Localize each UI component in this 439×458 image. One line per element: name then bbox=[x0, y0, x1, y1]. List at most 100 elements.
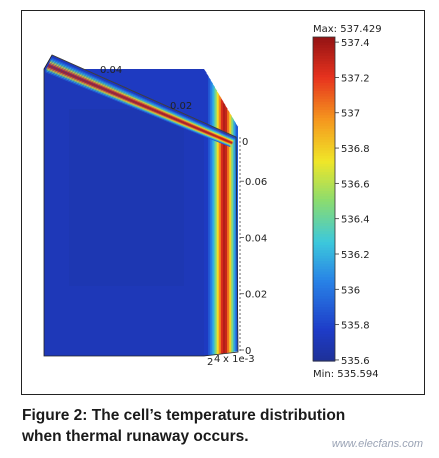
colorbar-band bbox=[313, 158, 335, 162]
colorbar-tick-label: 536.2 bbox=[341, 250, 370, 261]
colorbar-band bbox=[313, 250, 335, 254]
colorbar-band bbox=[313, 188, 335, 192]
colorbar-band bbox=[313, 217, 335, 222]
colorbar-band bbox=[313, 142, 335, 146]
colorbar-band bbox=[313, 242, 335, 246]
colorbar-band bbox=[313, 37, 335, 41]
height-tick-label: 0.04 bbox=[245, 233, 267, 244]
side-stripe bbox=[214, 87, 217, 355]
colorbar-band bbox=[313, 182, 335, 187]
colorbar-tick-label: 536.4 bbox=[341, 215, 370, 226]
thickness-tick-label: 4 bbox=[214, 354, 220, 365]
colorbar-band bbox=[313, 244, 335, 249]
depth-tick-label: 0.02 bbox=[170, 101, 192, 112]
colorbar-band bbox=[313, 320, 335, 324]
colorbar-band bbox=[313, 96, 335, 100]
colorbar-band bbox=[313, 42, 335, 46]
colorbar-band bbox=[313, 301, 335, 305]
colorbar-band bbox=[313, 352, 335, 357]
colorbar-band bbox=[313, 342, 335, 346]
colorbar-band bbox=[313, 207, 335, 211]
top-stripe bbox=[48, 63, 234, 144]
colorbar-band bbox=[313, 155, 335, 160]
colorbar-band bbox=[313, 231, 335, 235]
colorbar-band bbox=[313, 234, 335, 238]
colorbar-band bbox=[313, 239, 335, 243]
colorbar-band bbox=[313, 190, 335, 195]
colorbar-band bbox=[313, 174, 335, 178]
battery-cell bbox=[43, 54, 239, 357]
colorbar-band bbox=[313, 180, 335, 184]
colorbar-band bbox=[313, 258, 335, 262]
colorbar-band bbox=[313, 204, 335, 208]
figure-caption: Figure 2: The cell’s temperature distrib… bbox=[22, 405, 422, 447]
colorbar-band bbox=[313, 358, 335, 362]
colorbar-band bbox=[313, 266, 335, 270]
colorbar-band bbox=[313, 304, 335, 308]
caption-line-1: Figure 2: The cell’s temperature distrib… bbox=[22, 407, 346, 424]
colorbar-band bbox=[313, 55, 335, 60]
colorbar-band bbox=[313, 93, 335, 97]
colorbar-band bbox=[313, 145, 335, 149]
side-stripe bbox=[204, 69, 207, 356]
colorbar-band bbox=[313, 290, 335, 295]
colorbar-band bbox=[313, 336, 335, 340]
side-stripe bbox=[218, 94, 222, 354]
colorbar-band bbox=[313, 271, 335, 276]
side-stripe bbox=[231, 115, 234, 353]
side-stripe bbox=[225, 105, 228, 353]
colorbar-band bbox=[313, 247, 335, 251]
colorbar-band bbox=[313, 139, 335, 143]
colorbar-tick-label: 537.4 bbox=[341, 38, 370, 49]
height-tick-label: 0.06 bbox=[245, 177, 267, 188]
thickness-tick-label: x 1e-3 bbox=[223, 354, 255, 365]
colorbar-band bbox=[313, 236, 335, 241]
colorbar-band bbox=[313, 193, 335, 197]
height-tick-label: 0 bbox=[245, 346, 251, 357]
colorbar-band bbox=[313, 263, 335, 268]
colorbar-tick-label: 536.8 bbox=[341, 144, 370, 155]
colorbar-band bbox=[313, 128, 335, 133]
colorbar-min-label: Min: 535.594 bbox=[313, 369, 379, 380]
colorbar-band bbox=[313, 74, 335, 79]
colorbar-band bbox=[313, 147, 335, 151]
colorbar-band bbox=[313, 253, 335, 257]
top-stripe bbox=[48, 62, 234, 143]
colorbar-band bbox=[313, 64, 335, 68]
colorbar-band bbox=[313, 339, 335, 343]
colorbar-band bbox=[313, 85, 335, 89]
colorbar-band bbox=[313, 161, 335, 165]
thickness-tick-label: 2 bbox=[207, 357, 213, 368]
side-stripe bbox=[229, 112, 232, 353]
top-stripe bbox=[51, 56, 236, 139]
side-stripe bbox=[210, 79, 213, 356]
top-stripe bbox=[51, 57, 236, 140]
colorbar-border bbox=[312, 36, 336, 362]
colorbar-max-label: Max: 537.429 bbox=[313, 24, 382, 35]
colorbar-tick-label: 536 bbox=[341, 285, 360, 296]
colorbar-band bbox=[313, 166, 335, 170]
colorbar-band bbox=[313, 223, 335, 227]
side-stripe bbox=[233, 119, 236, 352]
colorbar-band bbox=[313, 58, 335, 62]
colorbar-band bbox=[313, 61, 335, 65]
colorbar-band bbox=[313, 120, 335, 124]
depth-tick-label: 0 bbox=[242, 137, 248, 148]
colorbar-band bbox=[313, 312, 335, 316]
top-stripe bbox=[45, 69, 232, 147]
cell-inner-region bbox=[69, 109, 184, 286]
colorbar-band bbox=[313, 136, 335, 141]
colorbar-band bbox=[313, 101, 335, 106]
colorbar-band bbox=[313, 66, 335, 70]
axes: 0.04 0.02 0 0.06 0.04 0.02 0 2 4 x 1e-3 bbox=[51, 54, 267, 368]
colorbar-band bbox=[313, 80, 335, 84]
colorbar-band bbox=[313, 288, 335, 292]
top-stripe bbox=[46, 66, 233, 145]
colorbar-tick-label: 537.2 bbox=[341, 73, 370, 84]
depth-tick-label: 0.04 bbox=[100, 65, 122, 76]
colorbar-band bbox=[313, 82, 335, 87]
side-stripe bbox=[222, 101, 226, 354]
colorbar-band bbox=[313, 220, 335, 224]
colorbar-band bbox=[313, 323, 335, 327]
colorbar-band bbox=[313, 169, 335, 173]
